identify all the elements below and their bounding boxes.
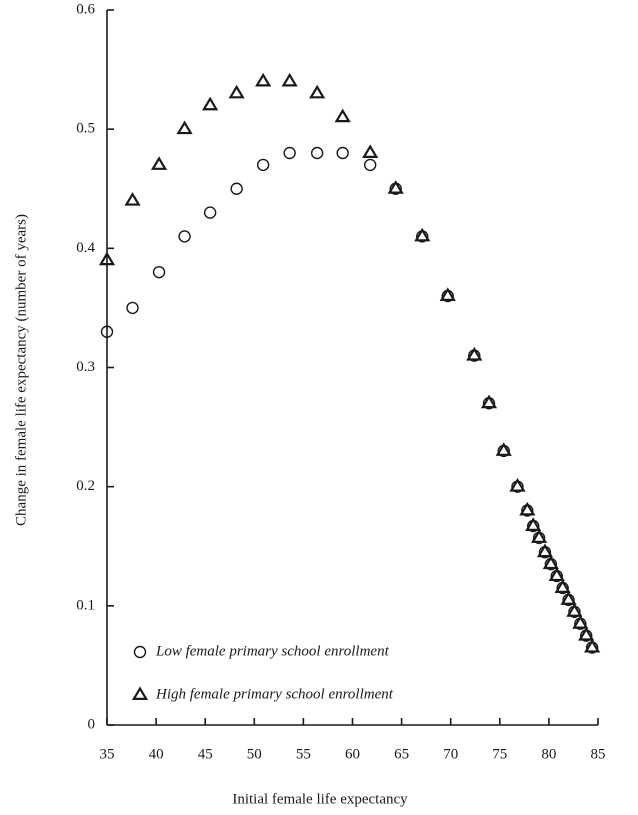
triangle-marker bbox=[439, 287, 456, 301]
x-tick-label: 70 bbox=[443, 746, 458, 762]
x-tick-label: 55 bbox=[296, 746, 311, 762]
triangle-marker bbox=[466, 346, 483, 361]
circle-marker bbox=[230, 182, 243, 195]
circle-marker bbox=[126, 301, 139, 315]
triangle-marker bbox=[281, 72, 298, 87]
y-tick-label: 0.1 bbox=[76, 597, 95, 613]
triangle-marker bbox=[255, 72, 272, 87]
triangle-marker bbox=[519, 501, 536, 516]
triangle-marker bbox=[228, 84, 245, 99]
y-tick-label: 0.4 bbox=[76, 240, 95, 256]
triangle-marker bbox=[150, 156, 168, 170]
y-tick-label: 0.2 bbox=[76, 478, 95, 494]
y-tick-label: 0.5 bbox=[76, 121, 95, 137]
x-tick-label: 45 bbox=[198, 746, 213, 762]
triangle-marker bbox=[530, 529, 548, 543]
legend-label: High female primary school enrollment bbox=[155, 686, 394, 702]
circle-marker bbox=[256, 158, 270, 172]
x-tick-label: 80 bbox=[541, 746, 556, 762]
triangle-marker bbox=[566, 603, 583, 617]
legend-label: Low female primary school enrollment bbox=[155, 643, 390, 659]
y-tick-label: 0.3 bbox=[76, 359, 95, 375]
circle-marker bbox=[203, 206, 217, 219]
x-tick-label: 35 bbox=[100, 746, 115, 762]
triangle-marker bbox=[362, 144, 379, 158]
circle-marker bbox=[152, 265, 166, 279]
circle-marker bbox=[310, 146, 324, 160]
triangle-marker bbox=[548, 567, 565, 582]
triangle-marker bbox=[124, 192, 141, 206]
y-tick-label: 0.6 bbox=[76, 1, 95, 17]
triangle-marker bbox=[414, 227, 431, 242]
triangle-marker bbox=[98, 251, 116, 266]
triangle-marker bbox=[554, 579, 571, 593]
circle-marker bbox=[336, 146, 349, 160]
x-tick-label: 60 bbox=[345, 746, 360, 762]
triangle-marker bbox=[131, 686, 149, 701]
x-tick-label: 75 bbox=[492, 746, 507, 762]
triangle-marker bbox=[387, 180, 404, 194]
x-tick-label: 40 bbox=[149, 746, 164, 762]
triangle-marker bbox=[202, 96, 219, 111]
triangle-marker bbox=[572, 615, 589, 629]
x-tick-label: 85 bbox=[591, 746, 606, 762]
triangle-marker bbox=[560, 591, 577, 605]
x-tick-label: 65 bbox=[394, 746, 409, 762]
triangle-marker bbox=[536, 543, 554, 558]
triangle-marker bbox=[495, 442, 512, 456]
triangle-marker bbox=[509, 478, 526, 492]
triangle-marker bbox=[525, 517, 542, 531]
triangle-marker bbox=[542, 555, 559, 570]
triangle-marker bbox=[176, 120, 193, 135]
y-axis-label: Change in female life expectancy (number… bbox=[13, 214, 29, 526]
triangle-marker bbox=[309, 84, 326, 99]
triangle-marker bbox=[334, 108, 351, 123]
circle-marker bbox=[178, 230, 191, 243]
x-tick-label: 50 bbox=[247, 746, 262, 762]
circle-marker bbox=[363, 158, 377, 172]
x-axis-label: Initial female life expectancy bbox=[232, 791, 408, 807]
circle-marker bbox=[283, 146, 296, 160]
triangle-marker bbox=[480, 394, 498, 409]
y-tick-label: 0 bbox=[88, 716, 96, 732]
triangle-marker bbox=[578, 626, 595, 641]
triangle-marker bbox=[584, 638, 601, 653]
circle-marker bbox=[100, 325, 114, 338]
circle-marker bbox=[133, 645, 147, 659]
